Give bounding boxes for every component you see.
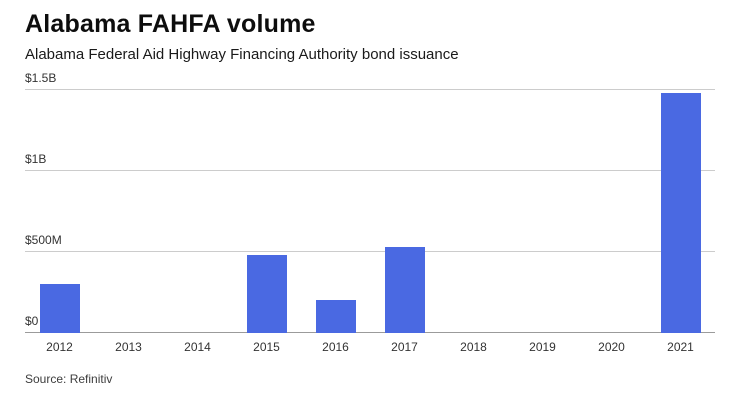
source-note: Source: Refinitiv: [25, 371, 113, 386]
x-tick-label-2013: 2013: [115, 339, 142, 354]
y-tick-label-$1B: $1B: [25, 151, 47, 166]
x-tick-label-2017: 2017: [391, 339, 418, 354]
bar-slot-2021: [646, 90, 715, 333]
x-axis-labels: 2012 2013 2014 2015 2016 2017 2018 2019 2020 2021: [25, 340, 715, 354]
bar-slot-2013: [94, 90, 163, 333]
x-tick-label-2016: 2016: [322, 339, 349, 354]
chart-subtitle: Alabama Federal Aid Highway Financing Au…: [25, 45, 459, 63]
bar-2021: [660, 93, 701, 333]
x-tick-label-2020: 2020: [598, 339, 625, 354]
y-tick-label-$0: $0: [25, 313, 39, 328]
bar-2017: [384, 246, 425, 333]
bar-slot-2018: [439, 90, 508, 333]
bar-chart: $0 $500M $1B $1.5B 2012 2013 2014 2015 2016 2017…: [25, 71, 715, 354]
x-tick-label-2012: 2012: [46, 339, 73, 354]
x-tick-label-2014: 2014: [184, 339, 211, 354]
bar-slot-2014: [163, 90, 232, 333]
bar-slot-2017: [370, 90, 439, 333]
chart-plot-area: $0 $500M $1B $1.5B: [25, 71, 715, 333]
bar-2015: [246, 255, 287, 333]
bar-2012: [39, 284, 80, 333]
bars-row: [25, 90, 715, 333]
x-tick-label-2019: 2019: [529, 339, 556, 354]
bar-slot-2012: [25, 90, 94, 333]
bar-slot-2019: [508, 90, 577, 333]
x-tick-label-2015: 2015: [253, 339, 280, 354]
bar-slot-2020: [577, 90, 646, 333]
chart-title: Alabama FAHFA volume: [25, 10, 316, 38]
y-tick-label-$1.5B: $1.5B: [25, 70, 57, 85]
y-tick-label-$500M: $500M: [25, 232, 62, 247]
bar-slot-2016: [301, 90, 370, 333]
gridline-$500M: [25, 250, 715, 252]
bar-2016: [315, 300, 356, 333]
gridline-$1B: [25, 169, 715, 171]
x-tick-label-2021: 2021: [667, 339, 694, 354]
x-tick-label-2018: 2018: [460, 339, 487, 354]
gridline-$0: [25, 331, 715, 333]
bar-slot-2015: [232, 90, 301, 333]
gridline-$1.5B: [25, 88, 715, 90]
